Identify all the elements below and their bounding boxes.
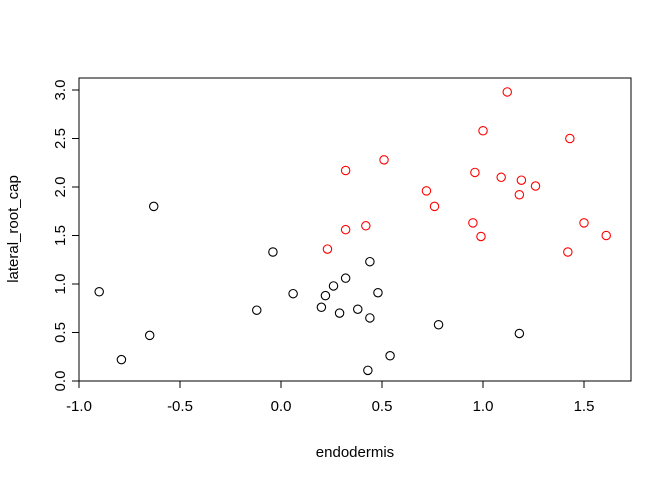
data-point [328, 281, 339, 291]
data-point [361, 221, 371, 231]
x-tick-label: 1.5 [574, 398, 595, 415]
data-point [288, 288, 298, 299]
data-points [94, 87, 611, 376]
y-axis: 0.0 0.5 1.0 1.5 2.0 2.5 3.0 [52, 80, 80, 392]
data-point [530, 181, 541, 191]
y-tick-label: 2.0 [52, 177, 69, 198]
data-point [94, 287, 104, 297]
data-point [421, 186, 432, 196]
y-tick-label: 1.5 [52, 225, 69, 246]
x-tick-label: 0.5 [372, 398, 393, 415]
x-axis-label: endodermis [316, 444, 394, 461]
data-point [468, 218, 478, 228]
data-point [340, 273, 351, 283]
data-point [340, 224, 351, 235]
data-point [496, 172, 506, 183]
data-point [363, 365, 373, 376]
data-point [379, 155, 389, 165]
data-point [268, 247, 278, 257]
data-point [373, 287, 383, 298]
data-point [365, 313, 375, 323]
x-axis: -1.0 -0.5 0.0 0.5 1.0 1.5 [66, 380, 595, 415]
data-point [478, 125, 488, 136]
x-tick-label: -1.0 [66, 398, 92, 415]
data-point [144, 330, 155, 341]
x-tick-label: -0.5 [167, 398, 193, 415]
data-point [514, 328, 525, 339]
data-point [148, 201, 159, 212]
data-point [502, 87, 512, 97]
data-point [322, 244, 333, 254]
data-point [340, 165, 351, 176]
x-tick-label: 1.0 [473, 398, 494, 415]
data-point [514, 190, 525, 200]
data-point [365, 256, 375, 267]
data-point [433, 319, 444, 330]
data-point [516, 175, 527, 185]
data-point [429, 201, 440, 212]
x-tick-label: 0.0 [271, 398, 292, 415]
y-tick-label: 3.0 [52, 80, 69, 101]
y-tick-label: 1.0 [52, 274, 69, 295]
plot-box [78, 77, 632, 382]
data-point [385, 351, 395, 361]
data-point [353, 304, 363, 314]
data-point [320, 290, 331, 301]
data-point [579, 218, 589, 228]
data-point [334, 308, 345, 318]
y-tick-label: 0.5 [52, 322, 69, 343]
data-point [565, 133, 575, 144]
data-point [563, 247, 573, 257]
data-point [316, 302, 327, 313]
y-tick-label: 2.5 [52, 128, 69, 149]
y-tick-label: 0.0 [52, 371, 69, 392]
data-point [476, 231, 486, 242]
data-point [470, 167, 480, 178]
data-point [252, 305, 262, 315]
data-point [116, 354, 127, 365]
y-axis-label: lateral_root_cap [5, 175, 22, 283]
data-point [601, 230, 611, 241]
